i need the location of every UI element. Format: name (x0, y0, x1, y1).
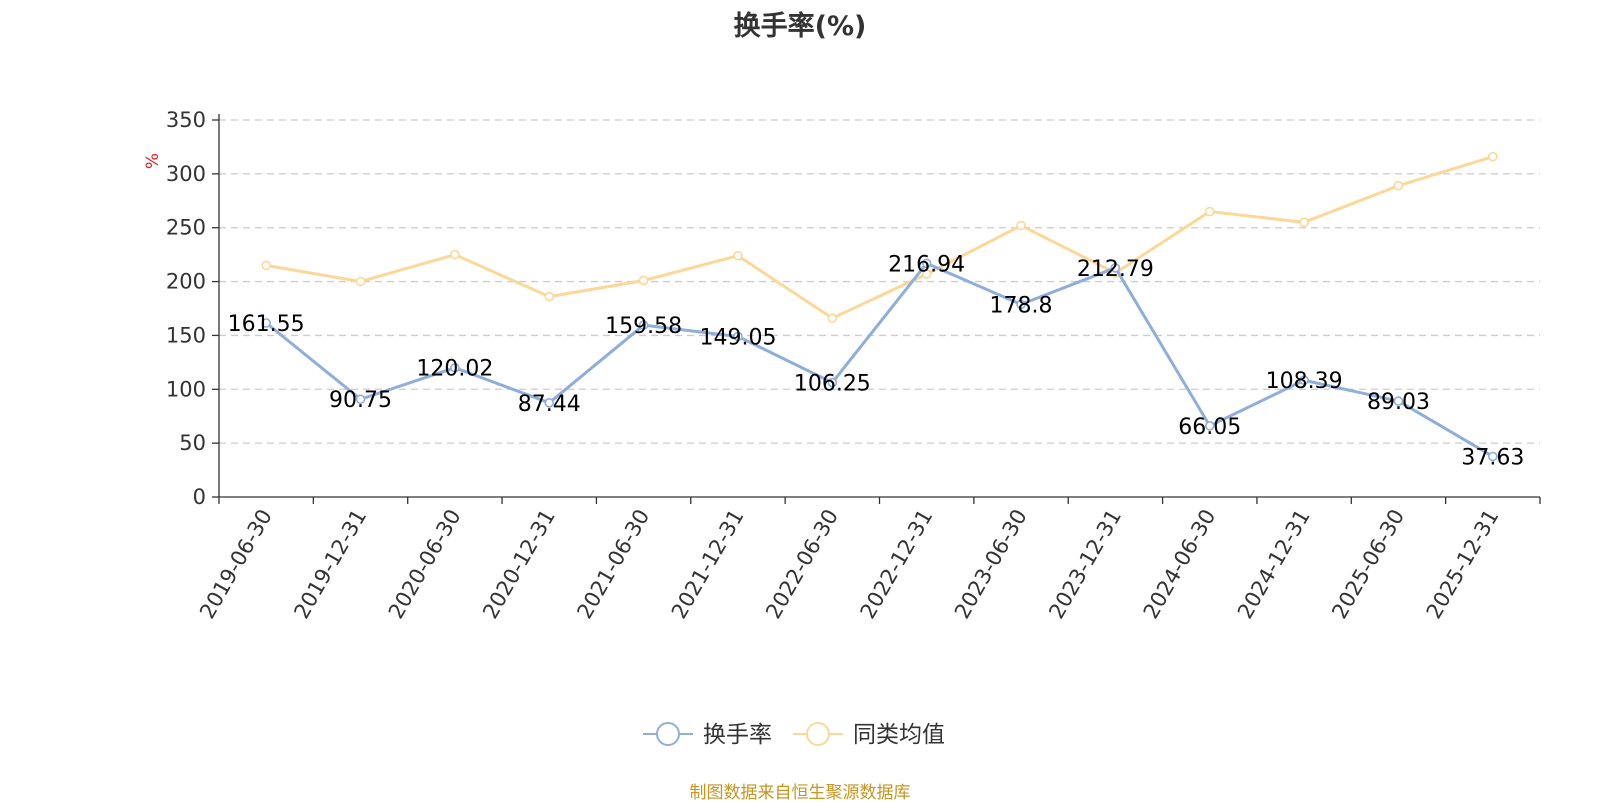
x-tick-label: 2019-06-30 (195, 505, 277, 623)
chart-title: 换手率(%) (733, 11, 867, 42)
data-point[interactable] (733, 250, 743, 261)
series-line (265, 261, 1494, 458)
legend-label: 换手率 (703, 722, 772, 748)
x-tick-label: 2023-06-30 (950, 505, 1032, 623)
data-point[interactable] (827, 377, 838, 388)
legend-item-2[interactable]: 同类均值 (793, 722, 945, 748)
data-point[interactable] (450, 362, 460, 373)
data-label: 212.79 (1077, 257, 1154, 282)
data-point[interactable] (261, 318, 271, 328)
data-point[interactable] (1488, 151, 1498, 162)
grid-lines (219, 119, 1540, 444)
y-tick-label: 0 (193, 485, 206, 509)
y-tick-label: 350 (166, 108, 206, 132)
x-tick-label: 2021-12-31 (667, 505, 749, 623)
x-tick-label: 2021-06-30 (572, 505, 654, 623)
data-point[interactable] (450, 249, 460, 260)
data-label: 178.8 (990, 293, 1053, 318)
y-tick-label: 150 (166, 323, 206, 347)
legend-marker-icon (806, 722, 830, 746)
data-labels: 161.55 90.75 120.02 87.44 159.58 149.05 106.25… (228, 252, 1525, 470)
y-tick-label: 250 (166, 216, 206, 240)
data-point[interactable] (261, 260, 271, 271)
data-label: 161.55 (228, 312, 305, 337)
data-point[interactable] (1393, 396, 1404, 406)
x-tick-label: 2020-06-30 (384, 505, 466, 623)
x-tick-label: 2024-12-31 (1233, 505, 1315, 623)
x-tick-label: 2019-12-31 (289, 505, 371, 623)
legend[interactable]: 换手率 同类均值 (643, 722, 945, 748)
data-point[interactable] (1110, 262, 1121, 273)
x-tick-label: 2022-12-31 (856, 505, 938, 623)
data-point[interactable] (1016, 299, 1026, 310)
legend-marker-icon (656, 722, 680, 746)
x-tick-label: 2025-06-30 (1327, 505, 1409, 623)
data-point[interactable] (544, 291, 555, 302)
data-label: 90.75 (329, 388, 392, 413)
y-tick-label: 50 (179, 431, 206, 455)
data-point[interactable] (1299, 217, 1309, 228)
data-point[interactable] (1488, 451, 1498, 462)
x-tick-label: 2024-06-30 (1139, 505, 1221, 623)
series-layer (261, 151, 1498, 462)
data-point[interactable] (1204, 206, 1215, 217)
axes: 0 50 100 150 200 250 300 350 2019-06-30 2019-12-3… (166, 108, 1541, 623)
data-point[interactable] (921, 269, 932, 279)
data-label: 108.39 (1266, 369, 1343, 394)
x-tick-label: 2023-12-31 (1044, 505, 1126, 623)
data-point[interactable] (1016, 220, 1026, 231)
data-label: 159.58 (605, 314, 682, 339)
data-label: 106.25 (794, 372, 871, 397)
series-1 (261, 258, 1498, 462)
data-point[interactable] (355, 394, 366, 405)
series-line (265, 155, 1494, 320)
data-point[interactable] (1393, 180, 1404, 191)
x-tick-label: 2020-12-31 (478, 505, 560, 623)
data-point[interactable] (827, 313, 838, 323)
data-point[interactable] (638, 320, 649, 330)
data-point[interactable] (544, 398, 555, 408)
data-point[interactable] (733, 331, 743, 342)
y-tick-label: 300 (166, 162, 206, 186)
data-point[interactable] (638, 275, 649, 286)
data-label: 149.05 (699, 325, 776, 350)
data-label: 216.94 (888, 252, 965, 277)
x-tick-label: 2022-06-30 (761, 505, 843, 623)
y-tick-label: 200 (166, 270, 206, 294)
x-tick-label: 2025-12-31 (1422, 505, 1504, 623)
data-label: 120.02 (416, 357, 493, 382)
data-label: 87.44 (518, 392, 581, 417)
data-label: 37.63 (1461, 445, 1524, 470)
data-label: 89.03 (1367, 390, 1430, 415)
legend-item-1[interactable]: 换手率 (643, 722, 772, 748)
data-source-note: 制图数据来自恒生聚源数据库 (689, 783, 911, 803)
y-axis-unit: % (143, 153, 163, 169)
data-point[interactable] (1204, 421, 1215, 431)
y-tick-label: 100 (166, 377, 206, 401)
data-point[interactable] (921, 258, 932, 269)
data-label: 66.05 (1178, 415, 1241, 440)
data-point[interactable] (1299, 375, 1309, 386)
data-point[interactable] (355, 276, 366, 287)
series-2 (261, 151, 1498, 323)
legend-label: 同类均值 (853, 722, 945, 748)
